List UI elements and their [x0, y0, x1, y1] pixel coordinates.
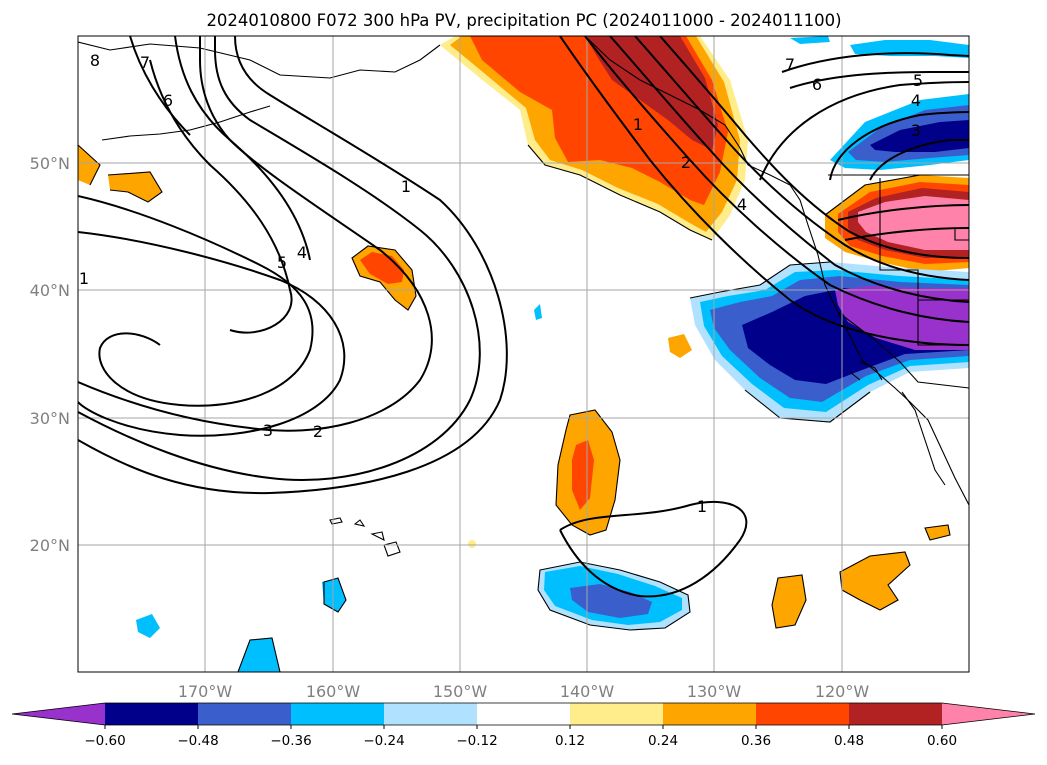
map-content: 8 7 6 1 5 4 3 2 1 7 6 5 4 3 1 2 4 1 [78, 36, 969, 672]
colorbar-tick-label: −0.60 [84, 733, 125, 749]
pv-label: 5 [277, 253, 287, 272]
lon-label: 120°W [815, 682, 870, 701]
colorbar-bin [105, 703, 199, 725]
precip-nw-coast [440, 36, 748, 240]
colorbar-bin [384, 703, 478, 725]
colorbar-tick-label: −0.36 [270, 733, 311, 749]
pv-label: 4 [737, 195, 747, 214]
lon-label: 150°W [433, 682, 488, 701]
lon-label: 170°W [178, 682, 233, 701]
pv-contour-labels: 8 7 6 1 5 4 3 2 1 7 6 5 4 3 1 2 4 1 [79, 51, 923, 516]
latitude-labels: 50°N 40°N 30°N 20°N [30, 154, 70, 555]
lat-label: 50°N [30, 154, 70, 173]
colorbar-bin [12, 703, 105, 725]
precip-west-blob [78, 145, 416, 310]
precip-se-blobs [772, 525, 950, 628]
pv-label: 1 [401, 177, 411, 196]
colorbar-tick-label: 0.60 [927, 733, 957, 749]
pv-label: 1 [697, 497, 707, 516]
pv-label: 1 [79, 269, 89, 288]
pv-label: 7 [785, 55, 795, 74]
colorbar-bin [756, 703, 850, 725]
precip-central-blob [468, 334, 692, 548]
lon-label: 140°W [560, 682, 615, 701]
map-frame [77, 35, 970, 673]
colorbar-tick-label: −0.12 [456, 733, 497, 749]
pv-label: 3 [263, 421, 273, 440]
colorbar-tick-label: −0.24 [363, 733, 404, 749]
lon-label: 160°W [306, 682, 361, 701]
pv-label: 1 [633, 115, 643, 134]
colorbar-bin [477, 703, 571, 725]
pv-contours [78, 36, 969, 598]
pv-label: 6 [163, 91, 173, 110]
graticule [78, 36, 969, 672]
colorbar-bin [291, 703, 385, 725]
pv-label: 3 [911, 121, 921, 140]
lat-label: 20°N [30, 536, 70, 555]
colorbar-tick-label: −0.48 [177, 733, 218, 749]
pv-label: 8 [90, 51, 100, 70]
lat-label: 40°N [30, 281, 70, 300]
colorbar: −0.60 −0.48 −0.36 −0.24 −0.12 0.12 0.24 0.36 0.4… [11, 702, 1036, 749]
colorbar-bin [849, 703, 943, 725]
colorbar-bin [663, 703, 757, 725]
colorbar-bin [198, 703, 292, 725]
pv-label: 6 [812, 75, 822, 94]
pv-label: 4 [297, 243, 307, 262]
pv-label: 2 [681, 153, 691, 172]
colorbar-tick-label: 0.36 [741, 733, 771, 749]
colorbar-tick-label: 0.24 [648, 733, 678, 749]
coastlines [78, 36, 969, 672]
colorbar-tick-label: 0.48 [834, 733, 864, 749]
lon-label: 130°W [687, 682, 742, 701]
figure-title: 2024010800 F072 300 hPa PV, precipitatio… [206, 11, 841, 30]
pv-label: 2 [313, 422, 323, 441]
colorbar-tick-label: 0.12 [555, 733, 585, 749]
colorbar-bin [942, 703, 1035, 725]
pv-label: 5 [913, 71, 923, 90]
precip-pacific-negative [136, 304, 690, 672]
pv-label: 4 [911, 91, 921, 110]
longitude-labels: 170°W 160°W 150°W 140°W 130°W 120°W [178, 682, 870, 701]
pv-label: 7 [140, 53, 150, 72]
colorbar-bin [570, 703, 664, 725]
lat-label: 30°N [30, 409, 70, 428]
